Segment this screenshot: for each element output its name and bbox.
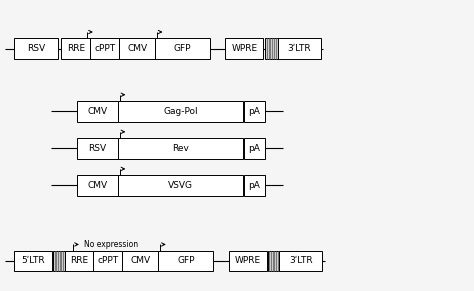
Bar bbox=[62, 38, 90, 59]
Text: RSV: RSV bbox=[27, 44, 45, 53]
Bar bbox=[14, 251, 52, 271]
Text: RRE: RRE bbox=[70, 256, 88, 265]
Bar bbox=[118, 138, 243, 159]
Text: VSVG: VSVG bbox=[168, 181, 193, 190]
Text: cPPT: cPPT bbox=[97, 256, 118, 265]
Text: GFP: GFP bbox=[174, 44, 191, 53]
Text: RRE: RRE bbox=[67, 44, 85, 53]
Bar bbox=[228, 251, 267, 271]
Bar bbox=[93, 251, 122, 271]
Bar bbox=[265, 38, 278, 59]
Bar bbox=[226, 38, 264, 59]
Bar bbox=[244, 138, 265, 159]
Text: CMV: CMV bbox=[130, 256, 150, 265]
Text: pA: pA bbox=[248, 144, 260, 153]
Bar bbox=[244, 101, 265, 122]
Bar bbox=[64, 251, 93, 271]
Text: 5ʹLTR: 5ʹLTR bbox=[21, 256, 45, 265]
Text: 3ʹLTR: 3ʹLTR bbox=[289, 256, 312, 265]
Text: GFP: GFP bbox=[177, 256, 195, 265]
Text: WPRE: WPRE bbox=[231, 44, 257, 53]
Bar bbox=[77, 175, 118, 196]
Text: RSV: RSV bbox=[88, 144, 106, 153]
Text: pA: pA bbox=[248, 181, 260, 190]
Text: No expression: No expression bbox=[84, 240, 138, 249]
Text: WPRE: WPRE bbox=[235, 256, 261, 265]
Bar bbox=[118, 101, 243, 122]
Bar bbox=[77, 101, 118, 122]
Bar bbox=[14, 38, 58, 59]
Bar bbox=[279, 251, 322, 271]
Text: CMV: CMV bbox=[127, 44, 147, 53]
Text: cPPT: cPPT bbox=[94, 44, 115, 53]
Bar bbox=[158, 251, 213, 271]
Bar bbox=[122, 251, 158, 271]
Bar bbox=[278, 38, 320, 59]
Text: CMV: CMV bbox=[87, 181, 107, 190]
Text: CMV: CMV bbox=[87, 107, 107, 116]
Text: 3ʹLTR: 3ʹLTR bbox=[287, 44, 311, 53]
Bar bbox=[268, 251, 279, 271]
Bar bbox=[155, 38, 210, 59]
Bar bbox=[118, 175, 243, 196]
Text: pA: pA bbox=[248, 107, 260, 116]
Text: Rev: Rev bbox=[172, 144, 189, 153]
Bar bbox=[90, 38, 119, 59]
Bar bbox=[77, 138, 118, 159]
Bar bbox=[53, 251, 64, 271]
Bar bbox=[119, 38, 155, 59]
Text: Gag-Pol: Gag-Pol bbox=[163, 107, 198, 116]
Bar bbox=[244, 175, 265, 196]
